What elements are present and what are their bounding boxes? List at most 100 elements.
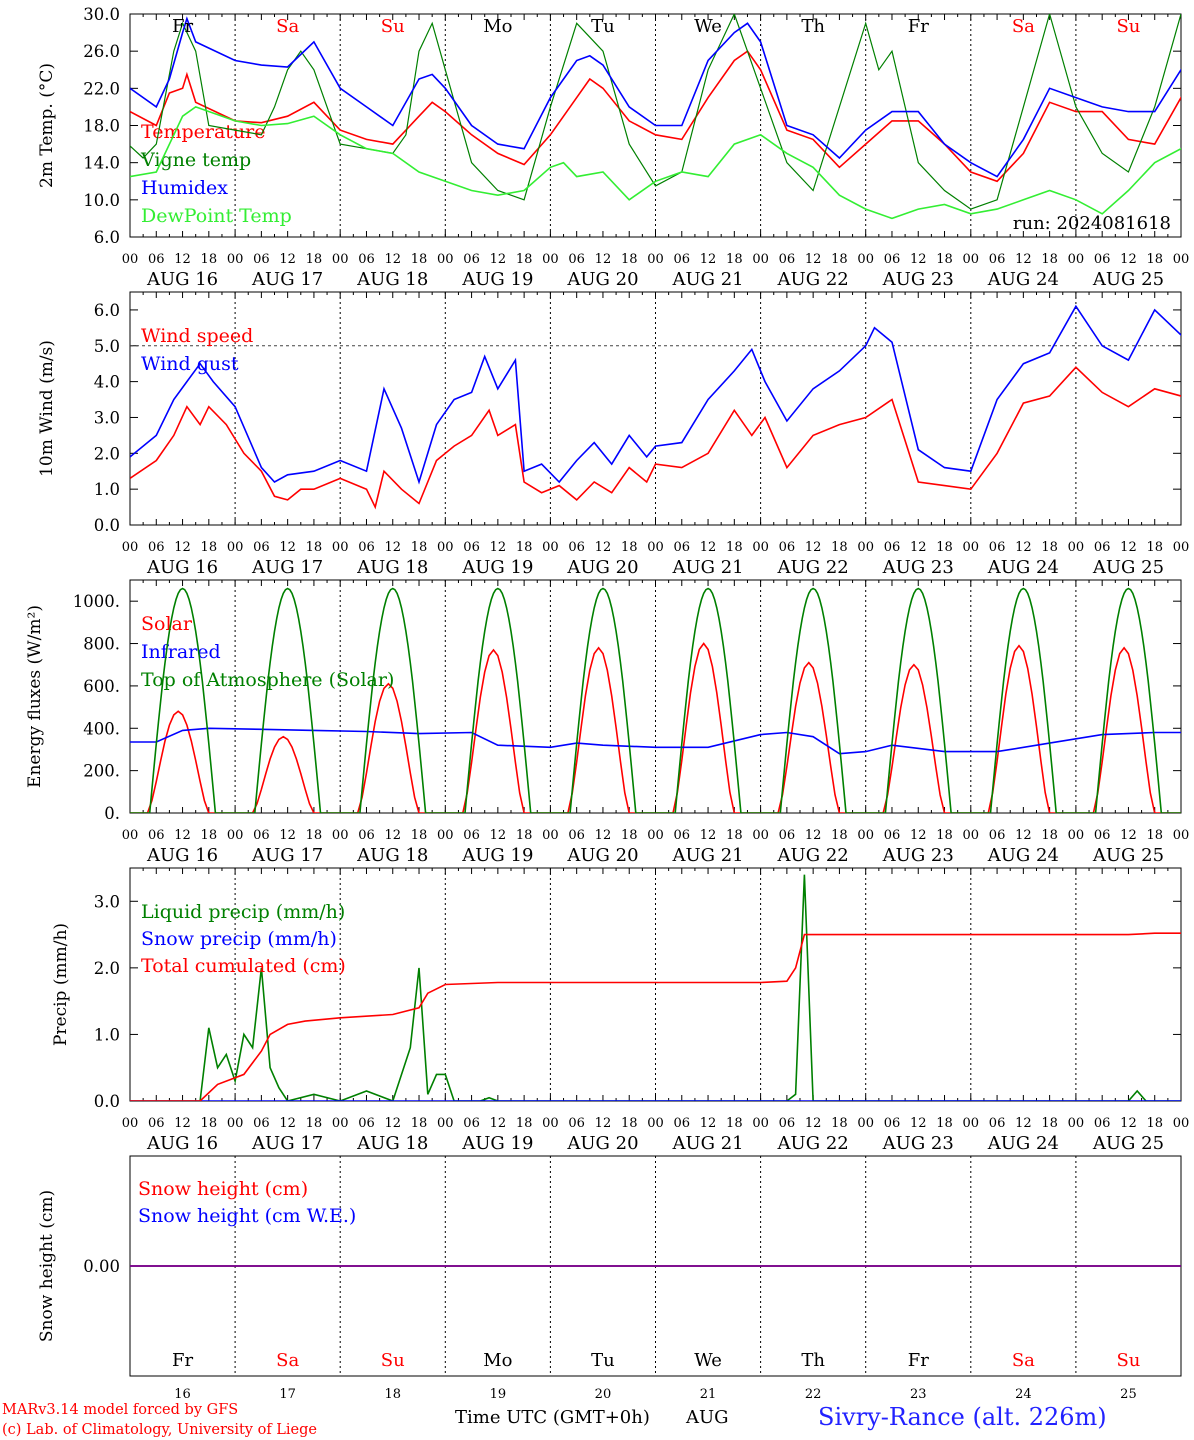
legend-entry: Humidex: [141, 177, 228, 199]
hour-label: 18: [411, 828, 428, 843]
y-tick-label: 2.0: [94, 959, 120, 978]
hour-label: 00: [752, 252, 769, 267]
date-label: AUG 23: [882, 269, 954, 290]
hour-label: 00: [542, 540, 559, 555]
y-tick-label: 10.0: [83, 191, 120, 210]
hour-label: 06: [568, 540, 585, 555]
hour-label: 12: [174, 252, 191, 267]
hour-label: 18: [306, 828, 323, 843]
hour-label: 00: [122, 1116, 139, 1131]
weekday-label-bottom: Su: [381, 1350, 405, 1371]
legend-entry: Snow precip (mm/h): [141, 928, 337, 950]
date-label: AUG 18: [356, 1133, 428, 1154]
weekday-label: Tu: [591, 16, 615, 37]
y-tick-label: 0.00: [83, 1257, 120, 1276]
weekday-label-bottom: Su: [1116, 1350, 1140, 1371]
weekday-label: Mo: [483, 16, 512, 37]
hour-label: 00: [437, 252, 454, 267]
hour-label: 18: [726, 1116, 743, 1131]
hour-label: 00: [227, 828, 244, 843]
hour-label: 12: [1120, 540, 1137, 555]
hour-label: 06: [674, 252, 691, 267]
legend-entry: Snow height (cm W.E.): [138, 1205, 356, 1227]
hour-label: 06: [989, 252, 1006, 267]
date-label: AUG 22: [777, 1133, 849, 1154]
hour-label: 12: [490, 828, 507, 843]
date-label: AUG 25: [1092, 1133, 1164, 1154]
day-number: 21: [700, 1387, 717, 1402]
hour-label: 06: [463, 1116, 480, 1131]
weekday-label: Fr: [172, 16, 193, 37]
hour-label: 18: [516, 1116, 533, 1131]
hour-label: 06: [884, 540, 901, 555]
hour-label: 18: [201, 828, 218, 843]
series-line-1: [130, 304, 1181, 485]
panel-4: 3.0 2.0 1.0 0.0 Precip (mm/h) Liquid precip (…: [51, 867, 1189, 1154]
hour-label: 00: [437, 540, 454, 555]
hour-label: 12: [910, 252, 927, 267]
hour-label: 00: [122, 828, 139, 843]
series-line-2: [130, 16, 1181, 178]
legend-entry: Liquid precip (mm/h): [141, 901, 345, 923]
y-tick-label: 26.0: [83, 42, 120, 61]
hour-label: 12: [700, 252, 717, 267]
y-tick-label: 18.0: [83, 117, 120, 136]
date-label: AUG 23: [882, 845, 954, 866]
hour-label: 12: [1120, 252, 1137, 267]
hour-label: 06: [1094, 540, 1111, 555]
legend-entry: Top of Atmosphere (Solar): [141, 669, 394, 691]
hour-label: 18: [936, 1116, 953, 1131]
hour-label: 12: [279, 1116, 296, 1131]
hour-label: 06: [989, 1116, 1006, 1131]
date-label: AUG 24: [987, 1133, 1059, 1154]
hour-label: 00: [332, 540, 349, 555]
hour-label: 06: [253, 1116, 270, 1131]
weekday-label-bottom: Fr: [908, 1350, 929, 1371]
hour-label: 12: [910, 828, 927, 843]
date-label: AUG 16: [146, 845, 218, 866]
legend-entry: Wind speed: [141, 325, 253, 347]
legend-entry: Vigne temp: [140, 149, 251, 171]
date-label: AUG 17: [251, 845, 323, 866]
date-label: AUG 20: [566, 557, 638, 578]
day-number: 25: [1120, 1387, 1137, 1402]
date-label: AUG 19: [461, 557, 533, 578]
hour-label: 00: [1068, 1116, 1085, 1131]
hour-label: 00: [752, 540, 769, 555]
hour-label: 00: [857, 252, 874, 267]
hour-label: 18: [621, 1116, 638, 1131]
hour-label: 00: [647, 540, 664, 555]
hour-label: 00: [1173, 252, 1190, 267]
hour-label: 06: [358, 540, 375, 555]
date-label: AUG 16: [146, 1133, 218, 1154]
weekday-label: Su: [1116, 16, 1140, 37]
hour-label: 06: [253, 540, 270, 555]
hour-label: 12: [1120, 1116, 1137, 1131]
hour-label: 12: [1015, 828, 1032, 843]
y-tick-label: 2.0: [94, 444, 120, 463]
y-tick-label: 22.0: [83, 79, 120, 98]
y-tick-label: 3.0: [94, 892, 120, 911]
hour-label: 06: [779, 828, 796, 843]
hour-label: 00: [963, 828, 980, 843]
model-credit: MARv3.14 model forced by GFS: [2, 1402, 238, 1418]
hour-label: 12: [1015, 1116, 1032, 1131]
hour-label: 00: [1068, 828, 1085, 843]
legend-entry: Snow height (cm): [138, 1178, 308, 1200]
hour-label: 18: [1041, 252, 1058, 267]
hour-label: 00: [542, 252, 559, 267]
y-tick-label: 0.: [104, 804, 120, 823]
hour-label: 18: [1146, 252, 1163, 267]
run-annotation: run: 2024081618: [1013, 213, 1171, 234]
hour-label: 18: [306, 1116, 323, 1131]
hour-label: 00: [1173, 540, 1190, 555]
hour-label: 06: [674, 540, 691, 555]
hour-label: 00: [963, 252, 980, 267]
day-number: 17: [279, 1387, 296, 1402]
date-label: AUG 25: [1092, 269, 1164, 290]
hour-label: 18: [516, 252, 533, 267]
hour-label: 00: [752, 1116, 769, 1131]
y-tick-label: 30.0: [83, 5, 120, 24]
hour-label: 00: [647, 1116, 664, 1131]
day-number: 20: [595, 1387, 612, 1402]
